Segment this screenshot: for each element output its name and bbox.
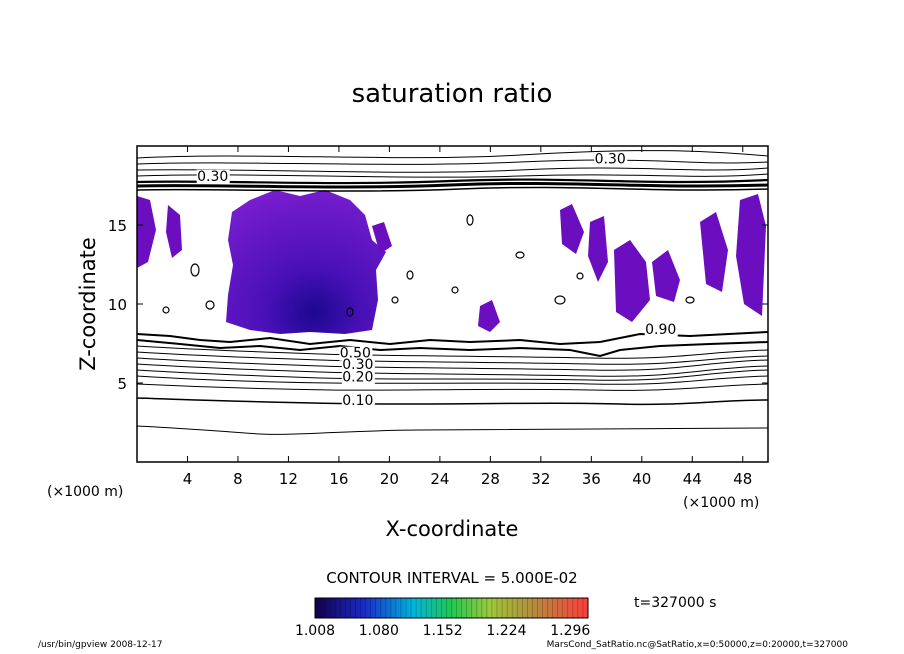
colorbar-tick-label: 1.296: [550, 623, 590, 639]
contour-label-bg: [341, 370, 375, 385]
shade-patch-right-1: [614, 240, 650, 322]
contour-label-bg: [644, 323, 678, 338]
shade-patch-mid-4: [372, 222, 392, 254]
y-tick-label: 10: [108, 296, 127, 314]
colorbar-tick-label: 1.152: [423, 623, 463, 639]
x-axis-unit: (×1000 m): [683, 495, 759, 511]
colorbar: [314, 597, 589, 619]
contour-label-bg: [339, 346, 373, 361]
contour-label: 0.30: [197, 169, 228, 185]
footer-right: MarsCond_SatRatio.nc@SatRatio,x=0:50000,…: [546, 640, 848, 650]
colorbar-tick-label: 1.224: [486, 623, 526, 639]
shade-patch-right-2: [652, 250, 680, 302]
colorbar-tick-label: 1.080: [359, 623, 399, 639]
x-tick-label: 48: [733, 470, 752, 488]
x-axis-label: X-coordinate: [386, 517, 519, 541]
contour-label: 0.50: [340, 346, 371, 362]
x-tick-label: 28: [481, 470, 500, 488]
shade-patch-right-3: [700, 212, 728, 292]
shade-patch-mid-1: [560, 204, 584, 254]
contour-label: 0.90: [645, 322, 676, 338]
shade-patch-left: [137, 196, 156, 268]
x-tick-label: 20: [380, 470, 399, 488]
y-axis-label: Z-coordinate: [76, 237, 100, 371]
plot-area: [137, 150, 768, 435]
y-tick-label: 15: [108, 217, 127, 235]
contour-label-bg: [341, 394, 375, 409]
contour-labels: 0.300.300.900.500.300.200.10: [196, 151, 678, 409]
contour-label-bg: [196, 169, 230, 184]
shade-patch-left-2: [166, 205, 182, 258]
shade-patch-mid-2: [588, 216, 608, 282]
x-tick-label: 44: [683, 470, 702, 488]
x-tick-label: 24: [430, 470, 449, 488]
colorbar-ticks: 1.008 1.080 1.152 1.224 1.296: [295, 623, 590, 639]
contour-label: 0.20: [342, 369, 373, 385]
colorbar-tick-label: 1.008: [295, 623, 335, 639]
x-tick-label: 4: [183, 470, 193, 488]
x-tick-label: 12: [279, 470, 298, 488]
contour-label-bg: [341, 357, 375, 372]
x-tick-label: 32: [531, 470, 550, 488]
main-supersaturation-region: [226, 190, 386, 334]
shade-patch-right-4: [736, 194, 766, 316]
x-tick-label: 8: [233, 470, 243, 488]
y-axis-ticks: 5 10 15: [108, 217, 768, 393]
footer-left: /usr/bin/gpview 2008-12-17: [38, 640, 163, 650]
shaded-regions: [137, 190, 766, 334]
x-tick-label: 16: [329, 470, 348, 488]
boundary-contours: [137, 331, 768, 435]
y-axis-unit: (×1000 m): [47, 484, 123, 500]
y-tick-label: 5: [117, 375, 127, 393]
contour-label: 0.30: [595, 151, 626, 167]
x-axis-ticks: 4 8 12 16 20 24 28 32 36 40 44 48: [183, 146, 752, 488]
x-tick-label: 40: [632, 470, 651, 488]
x-tick-label: 36: [582, 470, 601, 488]
contour-interval-label: CONTOUR INTERVAL = 5.000E-02: [326, 569, 577, 587]
contour-label: 0.30: [342, 357, 373, 373]
contour-label: 0.10: [342, 393, 373, 409]
colorbar-stripes: [319, 598, 584, 618]
time-label: t=327000 s: [634, 595, 716, 611]
chart-title: saturation ratio: [352, 79, 553, 109]
contour-islands: [162, 214, 695, 317]
shade-patch-mid-3: [478, 300, 500, 332]
upper-contours: [137, 150, 768, 192]
contour-label-bg: [594, 152, 628, 167]
